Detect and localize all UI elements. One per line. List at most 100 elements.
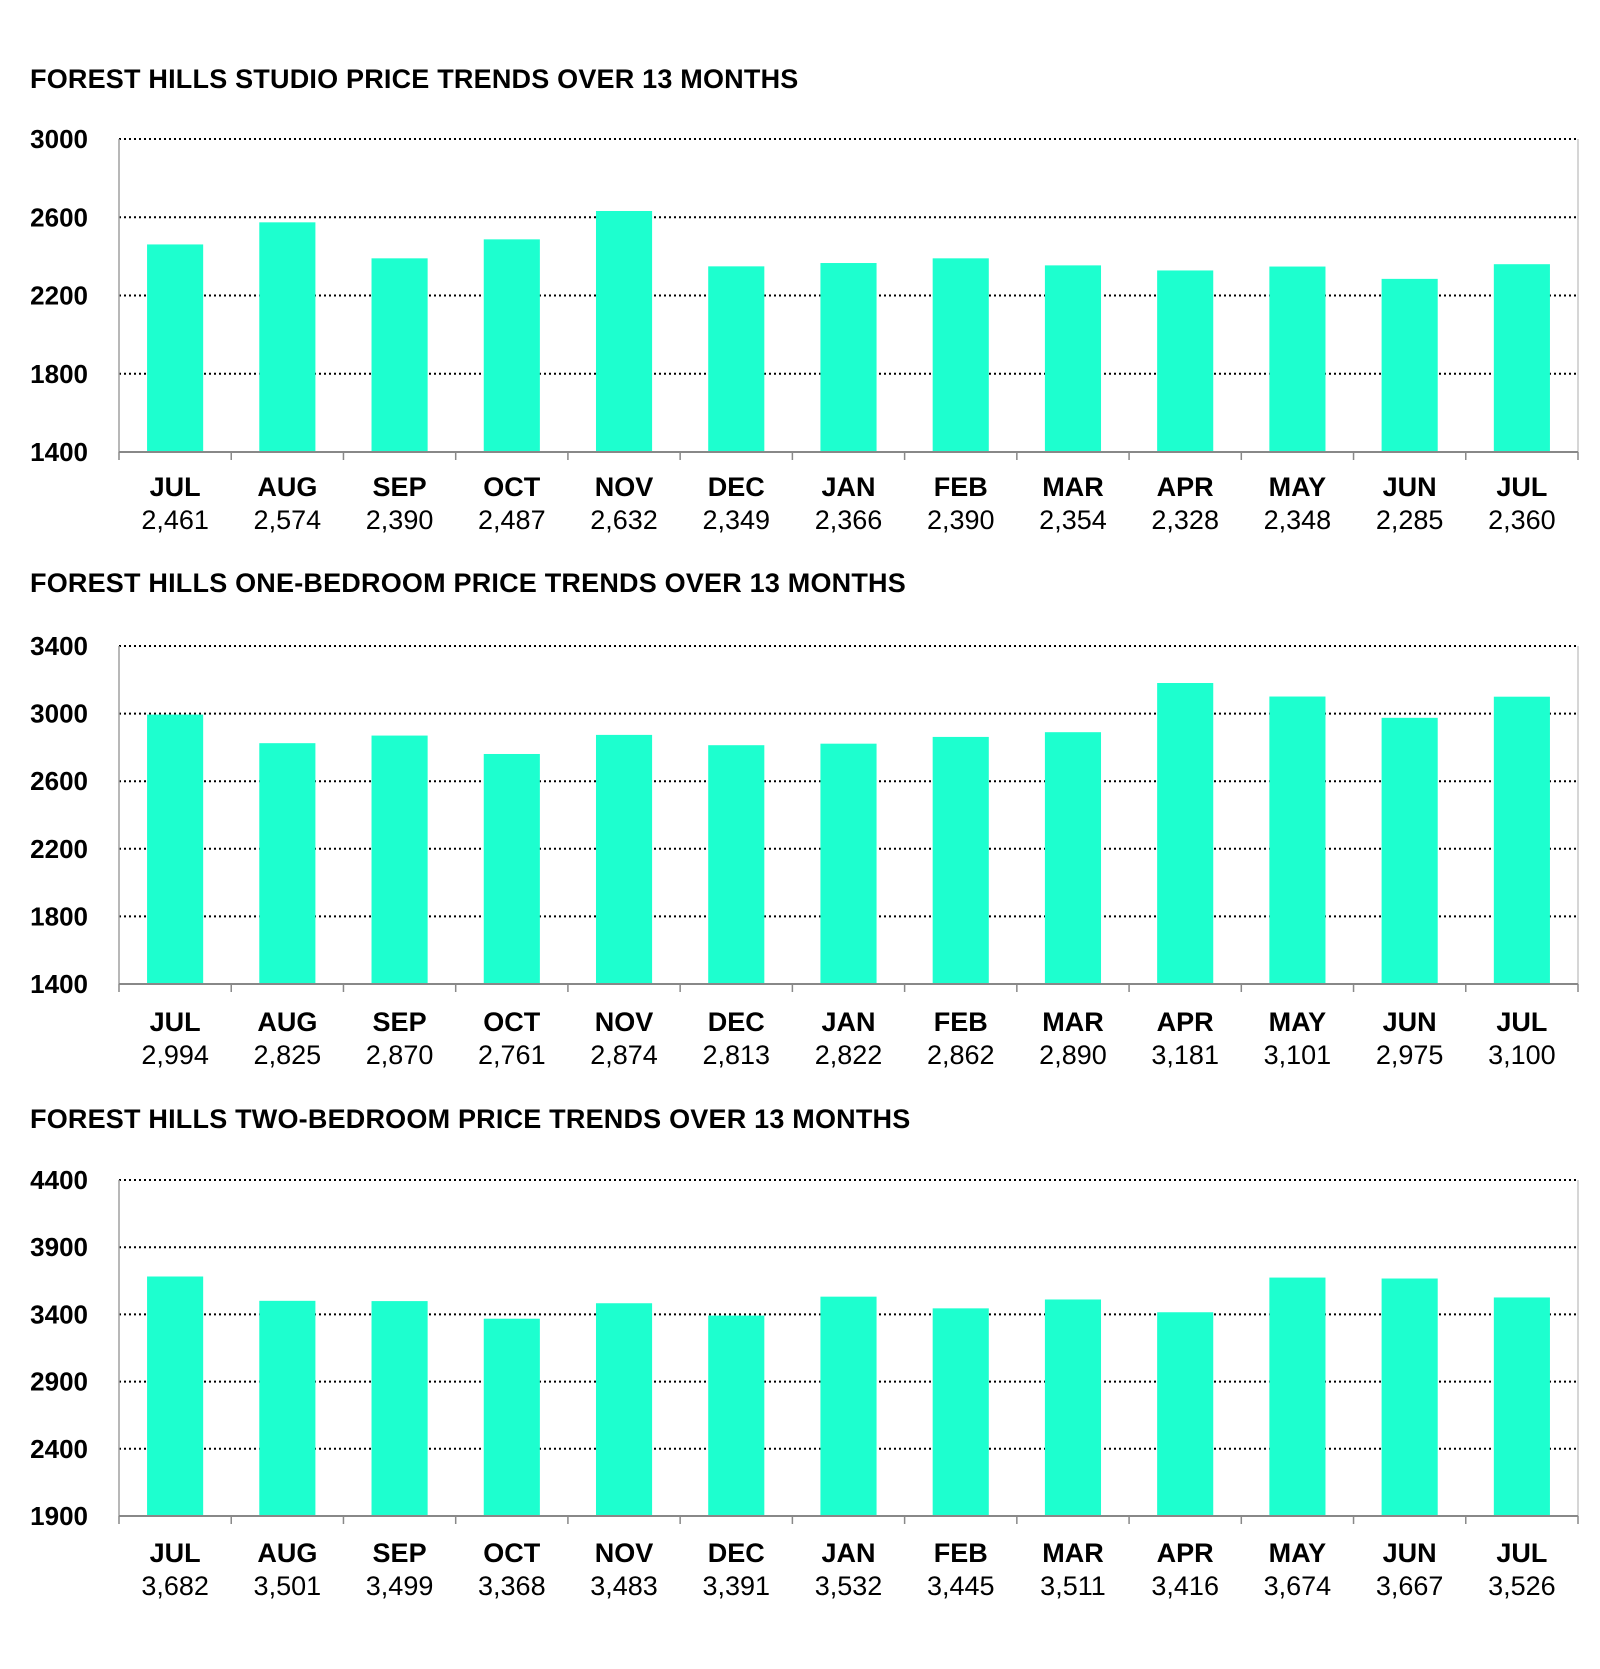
y-tick-label: 2900	[30, 1367, 88, 1397]
y-tick-label: 1900	[30, 1501, 88, 1531]
value-label: 2,328	[1151, 505, 1219, 535]
bar	[259, 743, 316, 984]
value-label: 3,445	[927, 1571, 995, 1601]
x-category-label: SEP	[373, 472, 427, 502]
bar	[1493, 1297, 1550, 1516]
x-category-label: OCT	[483, 1538, 541, 1568]
bar	[708, 745, 765, 984]
bar	[820, 263, 877, 452]
value-label: 2,349	[702, 505, 770, 535]
value-label: 3,368	[478, 1571, 546, 1601]
value-label: 3,181	[1151, 1040, 1219, 1070]
x-category-label: AUG	[257, 1538, 317, 1568]
value-label: 2,825	[254, 1040, 322, 1070]
bar	[1381, 278, 1438, 452]
two-bedroom-chart-title: FOREST HILLS TWO-BEDROOM PRICE TRENDS OV…	[30, 1104, 911, 1134]
x-category-label: NOV	[595, 472, 654, 502]
bar	[483, 239, 540, 452]
x-category-label: AUG	[257, 1007, 317, 1037]
bar	[259, 1300, 316, 1516]
value-label: 3,682	[141, 1571, 209, 1601]
x-category-label: JUL	[150, 1007, 201, 1037]
y-tick-label: 3000	[30, 124, 88, 154]
value-label: 2,874	[590, 1040, 658, 1070]
value-label: 2,354	[1039, 505, 1107, 535]
x-category-label: APR	[1157, 472, 1214, 502]
bar	[1157, 683, 1214, 984]
value-label: 3,483	[590, 1571, 658, 1601]
value-label: 2,574	[254, 505, 322, 535]
bar	[708, 266, 765, 452]
x-category-label: DEC	[708, 472, 765, 502]
one-bedroom-chart-plot: 140018002200260030003400JUL2,994AUG2,825…	[30, 631, 1579, 1070]
x-category-label: JUL	[1496, 472, 1547, 502]
y-tick-label: 3000	[30, 699, 88, 729]
x-category-label: MAR	[1042, 472, 1104, 502]
y-tick-label: 2400	[30, 1434, 88, 1464]
value-label: 2,994	[141, 1040, 209, 1070]
value-label: 2,360	[1488, 505, 1556, 535]
y-tick-label: 3900	[30, 1232, 88, 1262]
y-tick-label: 2600	[30, 202, 88, 232]
x-category-label: FEB	[934, 1007, 988, 1037]
y-tick-label: 1400	[30, 969, 88, 999]
x-category-label: JAN	[821, 1007, 875, 1037]
x-category-label: JUL	[150, 1538, 201, 1568]
bar	[1044, 1299, 1102, 1516]
value-label: 2,870	[366, 1040, 434, 1070]
value-label: 2,632	[590, 505, 658, 535]
value-label: 3,416	[1151, 1571, 1219, 1601]
value-label: 2,487	[478, 505, 546, 535]
value-label: 2,366	[815, 505, 883, 535]
x-category-label: JUN	[1383, 472, 1437, 502]
y-tick-label: 1400	[30, 437, 88, 467]
x-category-label: APR	[1157, 1007, 1214, 1037]
value-label: 3,511	[1040, 1571, 1106, 1601]
bar	[371, 1301, 428, 1516]
value-label: 3,532	[815, 1571, 883, 1601]
value-label: 2,285	[1376, 505, 1444, 535]
x-category-label: APR	[1157, 1538, 1214, 1568]
bar	[595, 1303, 653, 1516]
value-label: 3,526	[1488, 1571, 1556, 1601]
bar	[708, 1315, 765, 1516]
x-category-label: JAN	[821, 472, 875, 502]
value-label: 2,975	[1376, 1040, 1444, 1070]
value-label: 3,101	[1264, 1040, 1332, 1070]
x-category-label: OCT	[483, 1007, 541, 1037]
bar	[1269, 696, 1326, 984]
value-label: 3,501	[254, 1571, 322, 1601]
y-tick-label: 3400	[30, 631, 88, 661]
bar	[1044, 265, 1102, 452]
value-label: 2,761	[478, 1040, 546, 1070]
bar	[932, 1308, 989, 1516]
y-tick-label: 2600	[30, 766, 88, 796]
bar	[1157, 270, 1214, 452]
bar	[820, 1296, 877, 1516]
y-tick-label: 3400	[30, 1299, 88, 1329]
bar	[1493, 696, 1550, 984]
x-category-label: NOV	[595, 1538, 654, 1568]
x-category-label: NOV	[595, 1007, 654, 1037]
value-label: 2,813	[702, 1040, 770, 1070]
x-category-label: JUL	[1496, 1007, 1547, 1037]
value-label: 2,890	[1039, 1040, 1107, 1070]
bar	[1269, 1277, 1326, 1516]
x-category-label: MAY	[1269, 1538, 1327, 1568]
x-category-label: JUN	[1383, 1538, 1437, 1568]
x-category-label: JUL	[1496, 1538, 1547, 1568]
bar	[1381, 1278, 1438, 1516]
x-category-label: SEP	[373, 1538, 427, 1568]
x-category-label: DEC	[708, 1007, 765, 1037]
x-category-label: JUL	[150, 472, 201, 502]
y-tick-label: 1800	[30, 359, 88, 389]
bar	[483, 1318, 540, 1516]
bar	[147, 714, 204, 984]
bar	[259, 222, 316, 452]
bar	[371, 258, 428, 452]
value-label: 2,390	[366, 505, 434, 535]
x-category-label: FEB	[934, 1538, 988, 1568]
x-category-label: SEP	[373, 1007, 427, 1037]
one-bedroom-chart-title: FOREST HILLS ONE-BEDROOM PRICE TRENDS OV…	[30, 568, 906, 598]
bar	[1493, 264, 1550, 452]
